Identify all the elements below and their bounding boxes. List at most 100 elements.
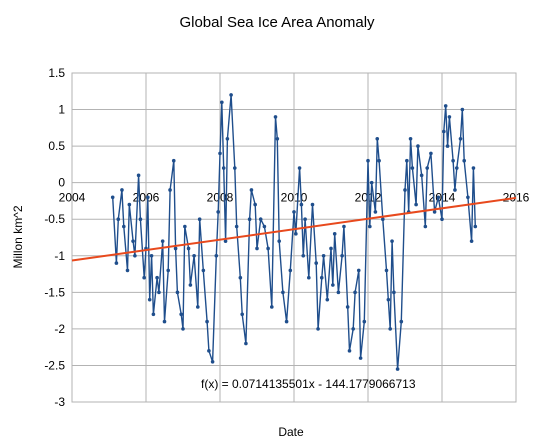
data-point (179, 312, 183, 317)
data-point (301, 253, 306, 258)
data-point (325, 297, 330, 302)
data-point (366, 158, 370, 163)
data-point (183, 224, 187, 229)
data-point (331, 283, 335, 287)
data-point (310, 202, 315, 207)
data-point (358, 356, 363, 360)
x-tick-label: 2016 (503, 191, 530, 205)
data-point (188, 283, 193, 287)
data-point (138, 217, 143, 222)
data-point (173, 246, 178, 251)
data-point (216, 210, 220, 214)
data-point (388, 327, 393, 331)
data-point (299, 202, 304, 207)
data-point (244, 341, 248, 346)
data-point (466, 195, 470, 200)
y-tick-label: 0 (58, 176, 65, 190)
data-point (160, 239, 165, 243)
data-point (316, 327, 320, 331)
data-point (168, 188, 172, 192)
data-point (218, 151, 222, 156)
data-point (270, 305, 274, 309)
y-tick-label: 0.5 (48, 139, 65, 153)
x-tick-label: 2004 (59, 191, 86, 205)
data-point (233, 166, 237, 170)
data-point (238, 275, 243, 280)
y-tick-label: -2 (54, 322, 65, 336)
data-point (262, 224, 267, 229)
data-point (142, 275, 146, 280)
data-point (207, 349, 211, 353)
data-point (133, 253, 137, 258)
data-point (223, 239, 228, 243)
data-point (345, 305, 350, 309)
data-point (442, 129, 446, 134)
trendline-equation: f(x) = 0.0714135501x - 144.1779066713 (201, 377, 416, 391)
data-point (120, 188, 124, 192)
data-point (451, 158, 455, 163)
data-point (147, 297, 152, 302)
data-point (116, 217, 121, 222)
y-tick-label: 1 (58, 103, 65, 117)
data-point (273, 115, 278, 119)
data-point (166, 268, 170, 273)
data-point (405, 158, 409, 163)
data-point (275, 137, 280, 141)
data-point (399, 319, 404, 324)
data-point (462, 158, 467, 163)
x-tick-label: 2010 (281, 191, 308, 205)
data-point (186, 246, 191, 251)
x-tick-label: 2008 (207, 191, 234, 205)
y-tick-label: -1 (54, 249, 65, 263)
data-point (220, 100, 224, 105)
data-point (210, 359, 215, 364)
data-point (214, 253, 219, 258)
data-point (440, 217, 444, 222)
data-point (329, 246, 333, 251)
data-point (234, 224, 239, 229)
data-point (162, 319, 167, 324)
data-point (340, 253, 344, 258)
data-point (416, 144, 420, 148)
y-tick-label: -0.5 (44, 212, 65, 226)
data-point (175, 290, 180, 295)
y-tick-label: -2.5 (44, 358, 65, 372)
y-tick-label: 1.5 (48, 66, 65, 80)
x-tick-labels: 2004 2006 2008 2010 2012 2014 2016 (59, 191, 530, 205)
data-point (151, 312, 156, 317)
data-point (181, 327, 185, 331)
data-point (122, 224, 126, 229)
data-point (157, 290, 161, 295)
data-point (408, 137, 413, 141)
data-point (196, 305, 200, 309)
data-point (403, 188, 407, 192)
data-point (432, 210, 437, 214)
data-point (281, 290, 285, 295)
trendline-group (71, 196, 517, 262)
data-point (356, 268, 361, 273)
data-point (425, 166, 430, 170)
data-point (221, 166, 226, 170)
data-point (445, 144, 450, 148)
data-point (386, 297, 391, 302)
data-point (114, 261, 119, 265)
x-axis-label: Date (278, 425, 304, 439)
x-tick-label: 2012 (355, 191, 382, 205)
data-point (255, 246, 259, 251)
data-point (443, 104, 448, 108)
data-point (136, 173, 141, 178)
data-point (155, 275, 159, 280)
chart-title: Global Sea Ice Area Anomaly (179, 14, 375, 31)
data-point (258, 217, 263, 222)
data-point (332, 232, 337, 236)
data-point (368, 224, 372, 229)
data-point (277, 239, 282, 243)
trendline (71, 196, 517, 262)
data-point (353, 290, 357, 295)
y-tick-label: -3 (54, 395, 65, 409)
data-point (294, 232, 298, 236)
data-point (342, 224, 346, 229)
data-point (225, 137, 230, 141)
data-point (469, 239, 474, 243)
